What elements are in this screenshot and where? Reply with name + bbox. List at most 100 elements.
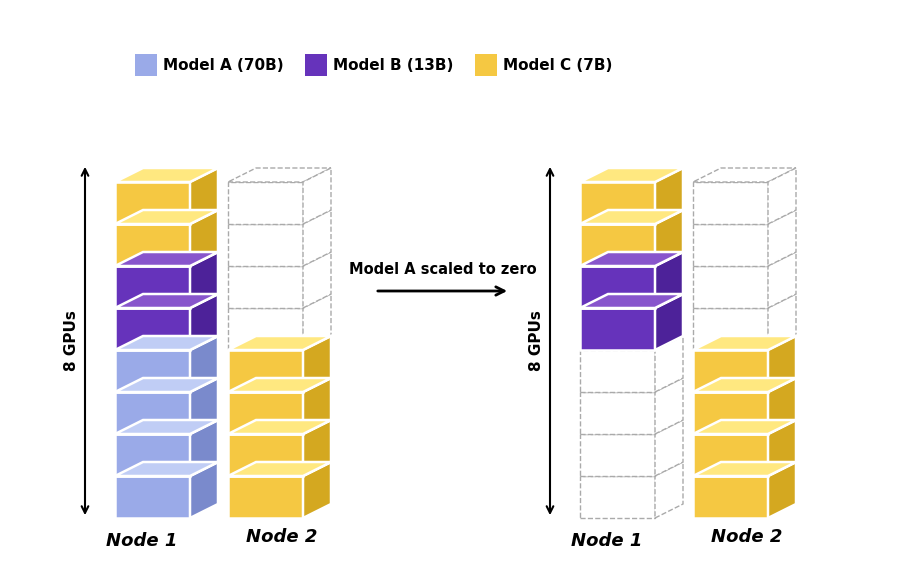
Text: 8 GPUs: 8 GPUs (64, 311, 79, 372)
Text: Model A (70B): Model A (70B) (163, 57, 284, 73)
Polygon shape (303, 252, 330, 308)
Polygon shape (190, 168, 218, 224)
Polygon shape (228, 462, 330, 476)
Polygon shape (693, 392, 768, 434)
Polygon shape (190, 462, 218, 518)
Polygon shape (228, 182, 303, 224)
Polygon shape (580, 392, 655, 434)
Polygon shape (768, 378, 796, 434)
Polygon shape (580, 252, 683, 266)
Polygon shape (693, 168, 796, 182)
Polygon shape (190, 252, 218, 308)
Polygon shape (190, 336, 218, 392)
Polygon shape (228, 378, 330, 392)
Text: Model B (13B): Model B (13B) (332, 57, 453, 73)
Polygon shape (580, 168, 683, 182)
Polygon shape (768, 336, 796, 392)
Polygon shape (655, 378, 683, 434)
Polygon shape (693, 308, 768, 350)
Polygon shape (655, 336, 683, 392)
Polygon shape (115, 420, 218, 434)
Polygon shape (190, 378, 218, 434)
Polygon shape (580, 462, 683, 476)
Text: Model C (7B): Model C (7B) (502, 57, 611, 73)
Polygon shape (693, 182, 768, 224)
Polygon shape (115, 294, 218, 308)
Polygon shape (655, 420, 683, 476)
Polygon shape (693, 224, 768, 266)
Polygon shape (190, 420, 218, 476)
Text: Node 1: Node 1 (570, 532, 641, 550)
Polygon shape (228, 434, 303, 476)
Polygon shape (580, 294, 683, 308)
Polygon shape (115, 476, 190, 518)
Polygon shape (190, 294, 218, 350)
Text: Model A scaled to zero: Model A scaled to zero (349, 262, 535, 277)
Text: Node 2: Node 2 (246, 528, 317, 546)
FancyBboxPatch shape (474, 54, 497, 76)
Polygon shape (768, 168, 796, 224)
Polygon shape (655, 210, 683, 266)
Polygon shape (190, 210, 218, 266)
Polygon shape (228, 266, 303, 308)
Polygon shape (303, 210, 330, 266)
Polygon shape (768, 252, 796, 308)
Text: 8 GPUs: 8 GPUs (528, 311, 544, 372)
FancyBboxPatch shape (304, 54, 327, 76)
Polygon shape (693, 252, 796, 266)
Polygon shape (303, 420, 330, 476)
Polygon shape (580, 224, 655, 266)
Polygon shape (693, 350, 768, 392)
FancyBboxPatch shape (135, 54, 157, 76)
Polygon shape (228, 392, 303, 434)
Polygon shape (693, 420, 796, 434)
Polygon shape (228, 350, 303, 392)
Polygon shape (580, 308, 655, 350)
Polygon shape (580, 378, 683, 392)
Polygon shape (693, 210, 796, 224)
Polygon shape (580, 420, 683, 434)
Polygon shape (115, 252, 218, 266)
Text: Node 1: Node 1 (106, 532, 177, 550)
Polygon shape (115, 224, 190, 266)
Polygon shape (228, 224, 303, 266)
Polygon shape (768, 210, 796, 266)
Polygon shape (580, 210, 683, 224)
Polygon shape (115, 308, 190, 350)
Polygon shape (115, 462, 218, 476)
Polygon shape (768, 420, 796, 476)
Polygon shape (115, 336, 218, 350)
Polygon shape (693, 434, 768, 476)
Polygon shape (580, 266, 655, 308)
Polygon shape (655, 462, 683, 518)
Polygon shape (303, 168, 330, 224)
Polygon shape (655, 252, 683, 308)
Polygon shape (693, 378, 796, 392)
Polygon shape (115, 392, 190, 434)
Polygon shape (580, 350, 655, 392)
Polygon shape (228, 210, 330, 224)
Polygon shape (115, 210, 218, 224)
Polygon shape (693, 266, 768, 308)
Polygon shape (693, 336, 796, 350)
Polygon shape (655, 294, 683, 350)
Polygon shape (115, 182, 190, 224)
Polygon shape (693, 476, 768, 518)
Polygon shape (768, 462, 796, 518)
Polygon shape (228, 252, 330, 266)
Polygon shape (228, 476, 303, 518)
Polygon shape (693, 462, 796, 476)
Polygon shape (580, 476, 655, 518)
Polygon shape (303, 462, 330, 518)
Text: Node 2: Node 2 (710, 528, 781, 546)
Polygon shape (303, 378, 330, 434)
Polygon shape (303, 336, 330, 392)
Polygon shape (228, 308, 303, 350)
Polygon shape (115, 378, 218, 392)
Polygon shape (655, 168, 683, 224)
Polygon shape (693, 294, 796, 308)
Polygon shape (228, 168, 330, 182)
Polygon shape (228, 294, 330, 308)
Polygon shape (115, 434, 190, 476)
Polygon shape (115, 168, 218, 182)
